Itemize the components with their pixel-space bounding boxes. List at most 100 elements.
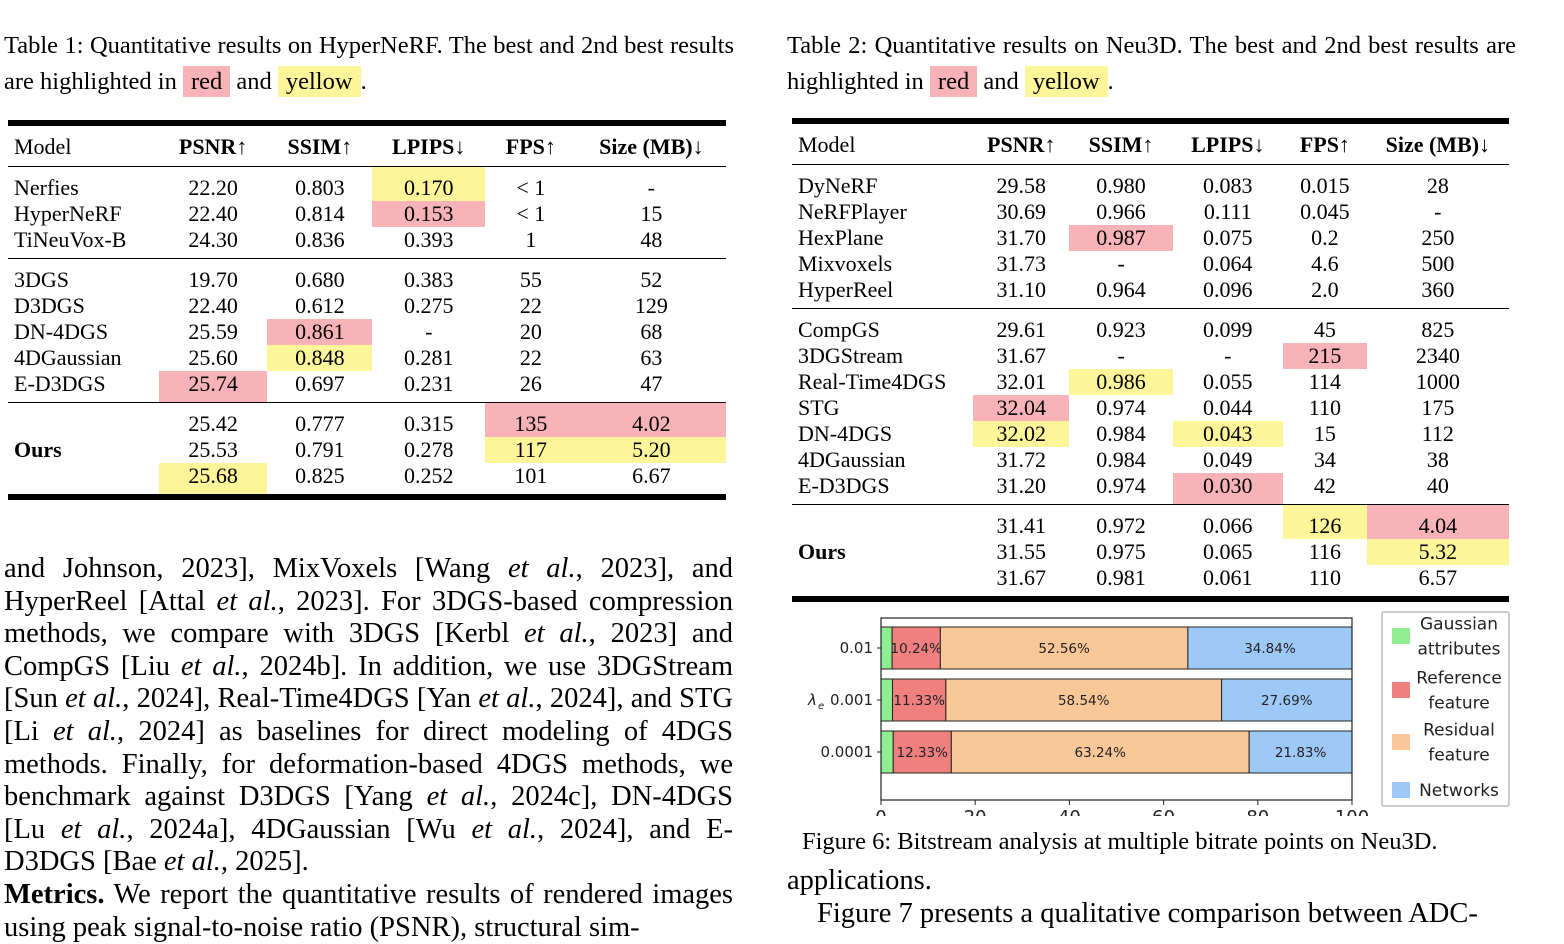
metric-cell: 250 <box>1421 225 1455 250</box>
text-run: , 2024] as baselines for direct modeling… <box>4 715 734 813</box>
metric-cell: 360 <box>1421 277 1455 302</box>
legend-swatch <box>1392 628 1410 644</box>
metric-cell: - <box>647 175 655 200</box>
bar-segment <box>1248 730 1353 774</box>
text-run: , 2024], and E-D3DGS [Bae <box>4 813 733 878</box>
column-header: Model <box>14 134 72 159</box>
metric-cell: 0.923 <box>1096 317 1146 342</box>
metric-cell: < 1 <box>516 201 546 226</box>
metric-cell: 31.67 <box>996 565 1046 590</box>
metric-cell: 0.803 <box>295 175 345 200</box>
table-row: STG 32.04 0.974 0.044 110 175 <box>792 395 1509 421</box>
metric-cell: 20 <box>519 319 542 344</box>
metric-cell: 0.315 <box>403 411 454 436</box>
bar-label: 21.83% <box>1275 745 1327 761</box>
metric-cell: 0.972 <box>1096 513 1146 538</box>
metric-cell: 0.066 <box>1203 513 1253 538</box>
metric-cell: 25.74 <box>158 371 268 403</box>
table-header-row: Model PSNR↑ SSIM↑ LPIPS↓ FPS↑ Size (MB)↓ <box>792 121 1509 165</box>
model-name: HyperNeRF <box>14 201 122 226</box>
bar-segment <box>892 730 952 774</box>
metric-cell: 500 <box>1421 251 1455 276</box>
bar-segment <box>939 626 1189 670</box>
metric-cell: 0.981 <box>1096 565 1146 590</box>
plot-frame <box>880 617 1353 801</box>
legend-swatch <box>1392 682 1410 698</box>
metric-cell: 4.04 <box>1366 504 1509 539</box>
italic-text: et al. <box>163 846 221 878</box>
table-row: HyperNeRF 22.40 0.814 0.153 < 1 15 <box>8 201 726 227</box>
metrics-heading: Metrics. <box>4 878 105 910</box>
metric-cell: 31.20 <box>996 473 1046 498</box>
metric-cell: 0.083 <box>1203 173 1253 198</box>
column-header: LPIPS↓ <box>392 134 466 159</box>
metric-cell: 0.987 <box>1069 225 1173 251</box>
model-name <box>8 403 159 438</box>
legend-label: feature <box>1428 694 1489 714</box>
body-text-left: and Johnson, 2023], MixVoxels [Wang et a… <box>4 553 733 944</box>
table-row: D3DGS 22.40 0.612 0.275 22 129 <box>8 293 726 319</box>
figure6-caption: Figure 6: Bitstream analysis at multiple… <box>802 828 1438 855</box>
metric-cell: - <box>1434 199 1442 224</box>
column-header: SSIM↑ <box>287 134 353 159</box>
text-run: , 2025]. <box>220 846 309 878</box>
bar-segment <box>945 678 1223 722</box>
metric-cell: 0.393 <box>403 227 454 252</box>
metric-cell: - <box>425 319 433 344</box>
model-name: 3DGStream <box>798 343 904 368</box>
metric-cell: 0.231 <box>403 371 454 396</box>
metric-cell: 117 <box>485 437 577 463</box>
metric-cell: 0.697 <box>295 371 345 396</box>
model-name: CompGS <box>798 317 880 342</box>
model-name: E-D3DGS <box>14 371 106 396</box>
metric-cell: 0.980 <box>1096 173 1146 198</box>
metric-cell: 0.065 <box>1203 539 1253 564</box>
metric-cell: 135 <box>485 402 577 437</box>
metric-cell: 25.68 <box>158 463 268 497</box>
metric-cell: 31.72 <box>996 447 1046 472</box>
metric-cell: 0.974 <box>1096 473 1146 498</box>
metric-cell: 4.02 <box>576 402 726 437</box>
y-tick-label: 0.0001 <box>821 743 874 761</box>
table-row: TiNeuVox-B 24.30 0.836 0.393 1 48 <box>8 227 726 259</box>
metric-cell: 0.043 <box>1172 421 1284 447</box>
table2: Model PSNR↑ SSIM↑ LPIPS↓ FPS↑ Size (MB)↓ DyNeR… <box>792 118 1509 602</box>
metric-cell: 31.10 <box>996 277 1046 302</box>
column-header: LPIPS↓ <box>1191 132 1265 157</box>
metric-cell: 175 <box>1421 395 1455 420</box>
table-row: Mixvoxels 31.73 - 0.064 4.6 500 <box>792 251 1509 277</box>
model-name: TiNeuVox-B <box>14 227 127 252</box>
table-row: NeRFPlayer 30.69 0.966 0.111 0.045 - <box>792 199 1509 225</box>
table-row: 3DGS 19.70 0.680 0.383 55 52 <box>8 259 726 294</box>
metric-cell: 0.680 <box>295 267 345 292</box>
italic-text: et al. <box>524 618 589 650</box>
metric-cell: 0.825 <box>295 463 345 488</box>
model-name: DN-4DGS <box>798 421 893 446</box>
metric-cell: 29.61 <box>996 317 1046 342</box>
italic-text: et al. <box>507 553 576 584</box>
metric-cell: 15 <box>1313 421 1336 446</box>
metric-cell: - <box>1224 343 1232 368</box>
metric-cell: 55 <box>519 267 542 292</box>
legend-swatch <box>1392 782 1410 798</box>
metric-cell: 32.01 <box>996 369 1046 394</box>
text-run: , 2024b]. In addition, we use 3DGStream … <box>4 650 733 715</box>
table-row: Ours 25.53 0.791 0.278 117 5.20 <box>8 437 726 463</box>
table2-caption: Table 2: Quantitative results on Neu3D. … <box>787 32 1516 97</box>
metric-cell: 0.055 <box>1203 369 1253 394</box>
metric-cell: 24.30 <box>188 227 238 252</box>
bar-label: 11.33% <box>893 693 945 709</box>
column-header: FPS↑ <box>1299 132 1350 157</box>
table-row: 3DGStream 31.67 - - 215 2340 <box>792 343 1509 369</box>
italic-text: et al. <box>65 683 123 715</box>
legend-box <box>1381 611 1510 807</box>
metric-cell: 52 <box>640 267 663 292</box>
text-run: and Johnson, 2023], MixVoxels [Wang <box>4 553 508 584</box>
text-run: , 2023], and HyperReel [Attal <box>4 553 733 617</box>
metric-cell: < 1 <box>516 175 546 200</box>
model-name: HyperReel <box>798 277 894 302</box>
model-name: D3DGS <box>14 293 85 318</box>
table-row: DN-4DGS 25.59 0.861 - 20 68 <box>8 319 726 345</box>
metric-cell: 1 <box>525 227 537 252</box>
italic-text: et al. <box>216 585 278 617</box>
